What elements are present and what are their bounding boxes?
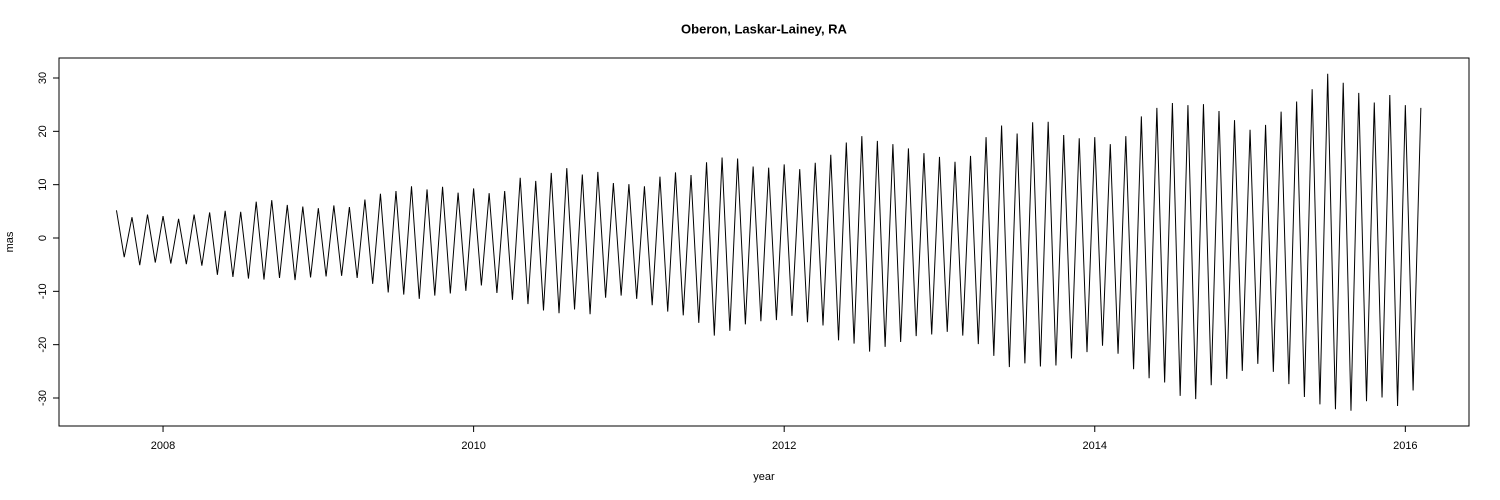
y-tick-label: -20	[37, 337, 49, 353]
y-tick-label: 10	[37, 179, 49, 191]
x-tick-label: 2014	[1083, 440, 1107, 452]
x-axis-label: year	[753, 471, 775, 483]
y-axis-label: mas	[4, 231, 16, 252]
x-tick-label: 2008	[151, 440, 175, 452]
y-tick-label: -30	[37, 390, 49, 406]
data-line	[115, 73, 1422, 411]
x-tick-label: 2010	[461, 440, 485, 452]
y-tick-label: -10	[37, 283, 49, 299]
y-tick-label: 0	[37, 235, 49, 241]
plot-frame	[58, 57, 1470, 427]
chart-title: Oberon, Laskar-Lainey, RA	[681, 21, 848, 36]
y-tick-label: 20	[37, 125, 49, 137]
x-tick-label: 2016	[1393, 440, 1417, 452]
y-tick-label: 30	[37, 72, 49, 84]
x-tick-label: 2012	[772, 440, 796, 452]
